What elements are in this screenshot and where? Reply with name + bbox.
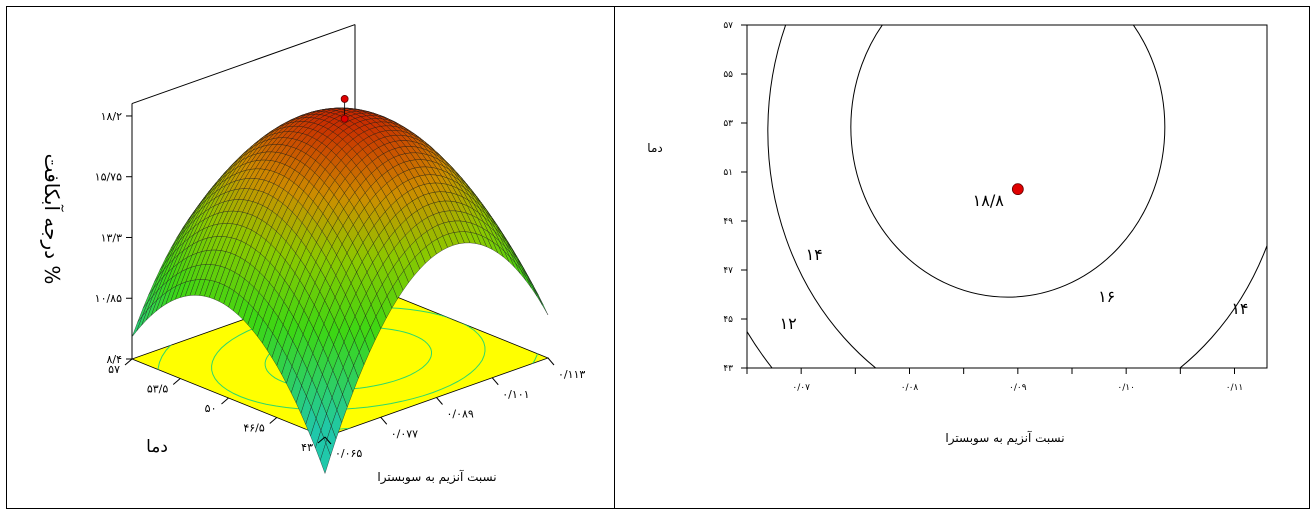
contour-y-tick-label: ۴۹	[723, 217, 733, 227]
y-tick-mark	[269, 417, 278, 424]
surface-plot-panel: ۰/۰۶۵ ۰/۰۷۷ ۰/۰۸۹ ۰/۱۰۱ ۰/۱۱۳ ۴۳ ۴۶/۵ ۵۰ ۵۳/۵ ۵۷ ۸…	[6, 6, 615, 509]
y-tick-label: ۵۳/۵	[147, 383, 169, 396]
contour-x-tick-label: ۰/۱۰	[1117, 383, 1135, 393]
contour-y-tick-label: ۵۱	[723, 168, 733, 178]
contour-line-12	[747, 330, 773, 368]
y-tick-mark	[124, 358, 133, 366]
contour-line-14	[767, 25, 1267, 368]
y-tick-mark	[317, 436, 326, 444]
contour-y-tick-label: ۵۵	[723, 70, 733, 80]
surface-cell	[131, 315, 143, 338]
x-tick-label: ۰/۱۱۳	[558, 368, 585, 381]
contour-y-tick-label: ۴۳	[723, 364, 733, 374]
x-tick-mark	[436, 397, 443, 405]
contour-level-label: ۱۲	[780, 314, 797, 333]
y-tick-label: ۴۶/۵	[243, 422, 265, 435]
z-tick-label: ۱۰/۸۵	[95, 292, 122, 305]
contour-level-label: ۱۶	[1098, 287, 1115, 306]
contour-x-tick-label: ۰/۰۷	[792, 383, 810, 393]
x-tick-label: ۰/۰۷۷	[391, 427, 418, 440]
max-point-marker	[340, 114, 349, 123]
y-tick-mark	[221, 397, 229, 405]
contour-x-tick-label: ۰/۰۸	[901, 383, 919, 393]
contour-line-16	[850, 25, 1166, 298]
surface-cell	[526, 277, 538, 297]
y-tick-label: ۵۰	[205, 402, 217, 415]
top-edge-line	[131, 24, 356, 105]
x-axis-label: نسبت آنزیم به سوبسترا	[377, 469, 496, 485]
z-tick-label: ۱۵/۷۵	[95, 171, 122, 184]
z-tick-label: ۸/۴	[106, 353, 122, 366]
contour-plot-frame	[746, 24, 1268, 369]
y-tick-label: ۵۷	[108, 363, 120, 376]
contour-x-axis-label: نسبت آنزیم به سوبسترا	[945, 430, 1064, 446]
y-tick-mark	[172, 378, 181, 385]
z-axis-label: % درجه آبکافت	[40, 154, 65, 285]
y-tick-label: ۴۳	[301, 441, 313, 454]
surface-cell	[320, 442, 331, 475]
y-axis-label: دما	[146, 437, 168, 457]
optimum-point-marker	[1011, 183, 1024, 196]
x-tick-label: ۰/۰۶۵	[335, 447, 362, 460]
contour-y-axis-label: دما	[647, 141, 662, 155]
contour-plot-panel: ۰/۰۷ ۰/۰۸ ۰/۰۹ ۰/۱۰ ۰/۱۱ ۴۳ ۴۵ ۴۷ ۴۹ ۵۱ ۵۳ ۵۵ ۵۷ ۱۲ ۱…	[614, 6, 1310, 509]
contour-y-tick-label: ۵۳	[723, 119, 733, 129]
x-tick-mark	[380, 416, 388, 425]
contour-y-tick-label: ۴۵	[723, 315, 733, 325]
contour-level-label: ۱۴	[1231, 299, 1248, 318]
z-tick-label: ۱۳/۳	[101, 231, 123, 244]
z-tick-label: ۱۸/۲	[101, 110, 123, 123]
max-point-marker	[340, 95, 349, 103]
surface-plot: ۰/۰۶۵ ۰/۰۷۷ ۰/۰۸۹ ۰/۱۰۱ ۰/۱۱۳ ۴۳ ۴۶/۵ ۵۰ ۵۳/۵ ۵۷۸…	[40, 24, 585, 485]
x-tick-mark	[324, 436, 332, 445]
x-tick-mark	[491, 377, 499, 386]
x-tick-label: ۰/۰۸۹	[447, 408, 474, 421]
contour-x-tick-label: ۰/۰۹	[1009, 383, 1027, 393]
contour-plot: ۰/۰۷ ۰/۰۸ ۰/۰۹ ۰/۱۰ ۰/۱۱ ۴۳ ۴۵ ۴۷ ۴۹ ۵۱ ۵۳ ۵۵ ۵۷ ۱۲ ۱…	[647, 21, 1268, 446]
x-tick-label: ۰/۱۰۱	[502, 388, 529, 401]
contour-x-tick-label: ۰/۱۱	[1226, 383, 1244, 393]
contour-y-tick-label: ۴۷	[723, 266, 733, 276]
contour-y-tick-label: ۵۷	[723, 21, 733, 31]
optimum-value-label: ۱۸/۸	[973, 191, 1005, 210]
x-tick-mark	[547, 357, 555, 366]
contour-level-label: ۱۴	[806, 245, 823, 264]
